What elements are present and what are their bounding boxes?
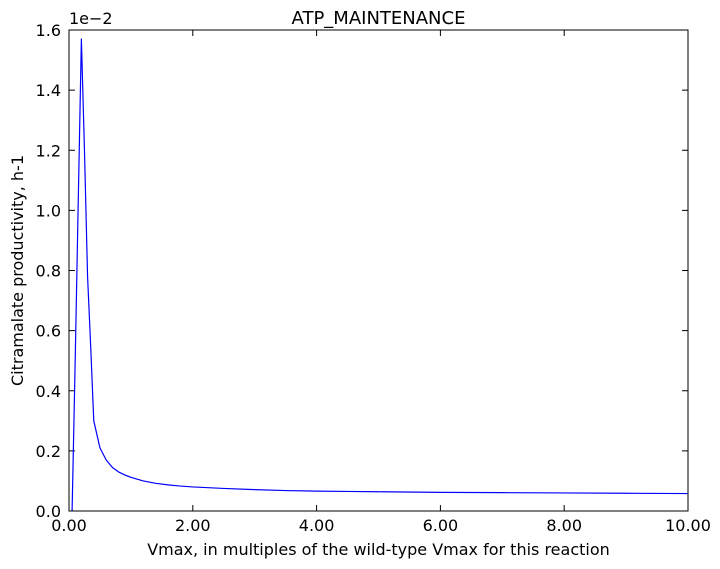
y-tick-label: 0.8 <box>36 262 61 281</box>
y-tick-label: 0.4 <box>36 382 61 401</box>
series-line-0 <box>71 38 689 512</box>
y-tick-label: 0.6 <box>36 322 61 341</box>
y-tick-label: 1.2 <box>36 141 61 160</box>
x-tick-label: 2.00 <box>175 516 211 535</box>
y-tick-label: 1.6 <box>36 21 61 40</box>
y-tick-label: 1.0 <box>36 201 61 220</box>
x-tick-label: 0.00 <box>51 516 87 535</box>
chart-title: ATP_MAINTENANCE <box>292 8 466 29</box>
x-tick-label: 10.00 <box>665 516 711 535</box>
plot-frame <box>68 29 689 512</box>
y-tick-label: 0.2 <box>36 442 61 461</box>
y-axis-offset-label: 1e−2 <box>69 9 113 28</box>
axis-tick-labels: 0.00 2.00 4.00 6.00 8.00 10.00 0.0 0.2 0.4 0.6 0.8… <box>36 21 711 535</box>
y-axis-label: Citramalate productivity, h-1 <box>8 155 27 386</box>
y-tick-label: 1.4 <box>36 81 61 100</box>
y-tick-label: 0.0 <box>36 502 61 521</box>
x-tick-label: 8.00 <box>546 516 582 535</box>
x-tick-label: 4.00 <box>299 516 335 535</box>
x-tick-label: 6.00 <box>423 516 459 535</box>
series-group <box>71 38 689 512</box>
x-axis-label: Vmax, in multiples of the wild-type Vmax… <box>147 540 610 559</box>
